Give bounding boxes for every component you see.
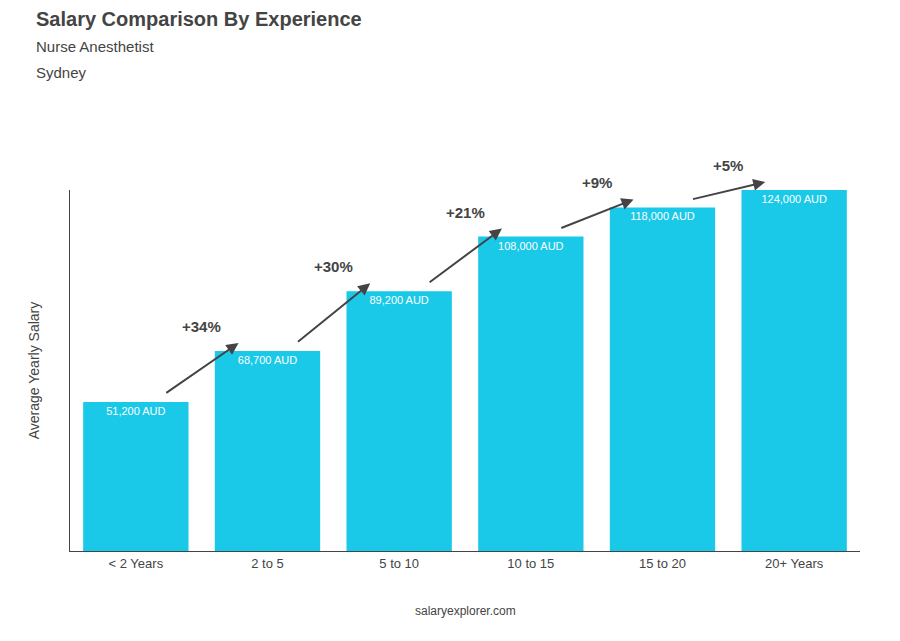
svg-text:51,200 AUD: 51,200 AUD [106,405,165,417]
svg-text:5 to 10: 5 to 10 [379,556,419,571]
svg-text:10 to 15: 10 to 15 [507,556,554,571]
svg-text:124,000 AUD: 124,000 AUD [761,193,826,205]
svg-text:108,000 AUD: 108,000 AUD [498,240,563,252]
svg-text:118,000 AUD: 118,000 AUD [630,210,695,222]
svg-text:+21%: +21% [446,204,485,221]
svg-text:89,200 AUD: 89,200 AUD [369,294,428,306]
svg-text:Average Yearly Salary: Average Yearly Salary [26,302,42,440]
svg-text:+30%: +30% [314,258,353,275]
svg-text:+5%: +5% [713,157,743,174]
svg-text:< 2 Years: < 2 Years [109,556,164,571]
svg-text:+34%: +34% [182,318,221,335]
svg-text:salaryexplorer.com: salaryexplorer.com [415,604,516,618]
svg-text:2 to 5: 2 to 5 [251,556,284,571]
svg-text:68,700 AUD: 68,700 AUD [238,354,297,366]
svg-text:+9%: +9% [582,174,612,191]
svg-text:20+ Years: 20+ Years [765,556,824,571]
svg-text:Salary Comparison By Experienc: Salary Comparison By ExperienceNurse Ane… [36,8,362,81]
svg-text:15 to 20: 15 to 20 [639,556,686,571]
